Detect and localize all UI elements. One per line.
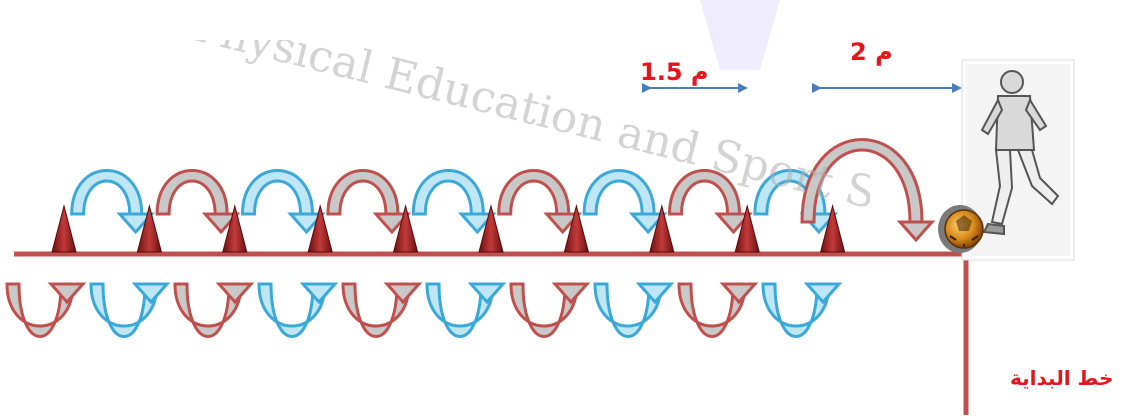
- lower-arrow-row: [5, 282, 843, 338]
- curl-arrow-head: [215, 282, 255, 305]
- distance-label-player: 2 م: [850, 38, 893, 66]
- watermark-logo: [700, 0, 780, 70]
- curl-arrow: [667, 169, 742, 216]
- curl-arrow-head: [635, 282, 675, 305]
- curl-arrow-head: [457, 212, 497, 235]
- cone: [51, 204, 77, 253]
- cone: [563, 204, 590, 253]
- curl-arrow-head: [467, 282, 507, 305]
- cone: [392, 204, 419, 253]
- cone: [819, 204, 846, 253]
- cone: [136, 204, 163, 253]
- start-line-label: خط البداية: [1010, 366, 1114, 390]
- ball: [938, 205, 984, 253]
- curl-arrow-head: [551, 282, 591, 305]
- player-image: [961, 59, 1075, 261]
- curl-arrow-head: [543, 212, 583, 235]
- curl-arrow-head: [372, 212, 412, 235]
- curl-arrow: [70, 169, 144, 216]
- curl-arrow: [326, 169, 400, 216]
- curl-arrow-head: [719, 282, 759, 305]
- curl-arrow: [582, 169, 656, 216]
- curl-arrow-head: [131, 282, 171, 305]
- curl-arrow: [497, 169, 571, 216]
- curl-arrow: [155, 169, 229, 216]
- cone: [478, 204, 504, 253]
- curl-arrow-head: [116, 212, 156, 235]
- upper-arrow-row: [70, 138, 936, 243]
- curl-arrow: [240, 169, 315, 216]
- curl-arrow-head: [47, 282, 87, 305]
- curl-arrow: [411, 169, 485, 216]
- curl-arrow-head: [803, 282, 843, 305]
- cone: [649, 204, 675, 253]
- curl-arrow-head: [201, 212, 241, 235]
- cone: [734, 204, 760, 253]
- curl-arrow-head: [287, 212, 326, 235]
- cone: [307, 204, 333, 253]
- curl-arrow-head: [299, 282, 339, 305]
- curl-arrow-head: [628, 212, 668, 235]
- cone-row: [51, 204, 846, 253]
- curl-arrow-head: [383, 282, 423, 305]
- cone: [222, 204, 248, 253]
- curl-arrow-head: [896, 220, 936, 243]
- distance-label-cones: 1.5 م: [640, 58, 709, 86]
- curl-arrow-head: [714, 212, 753, 235]
